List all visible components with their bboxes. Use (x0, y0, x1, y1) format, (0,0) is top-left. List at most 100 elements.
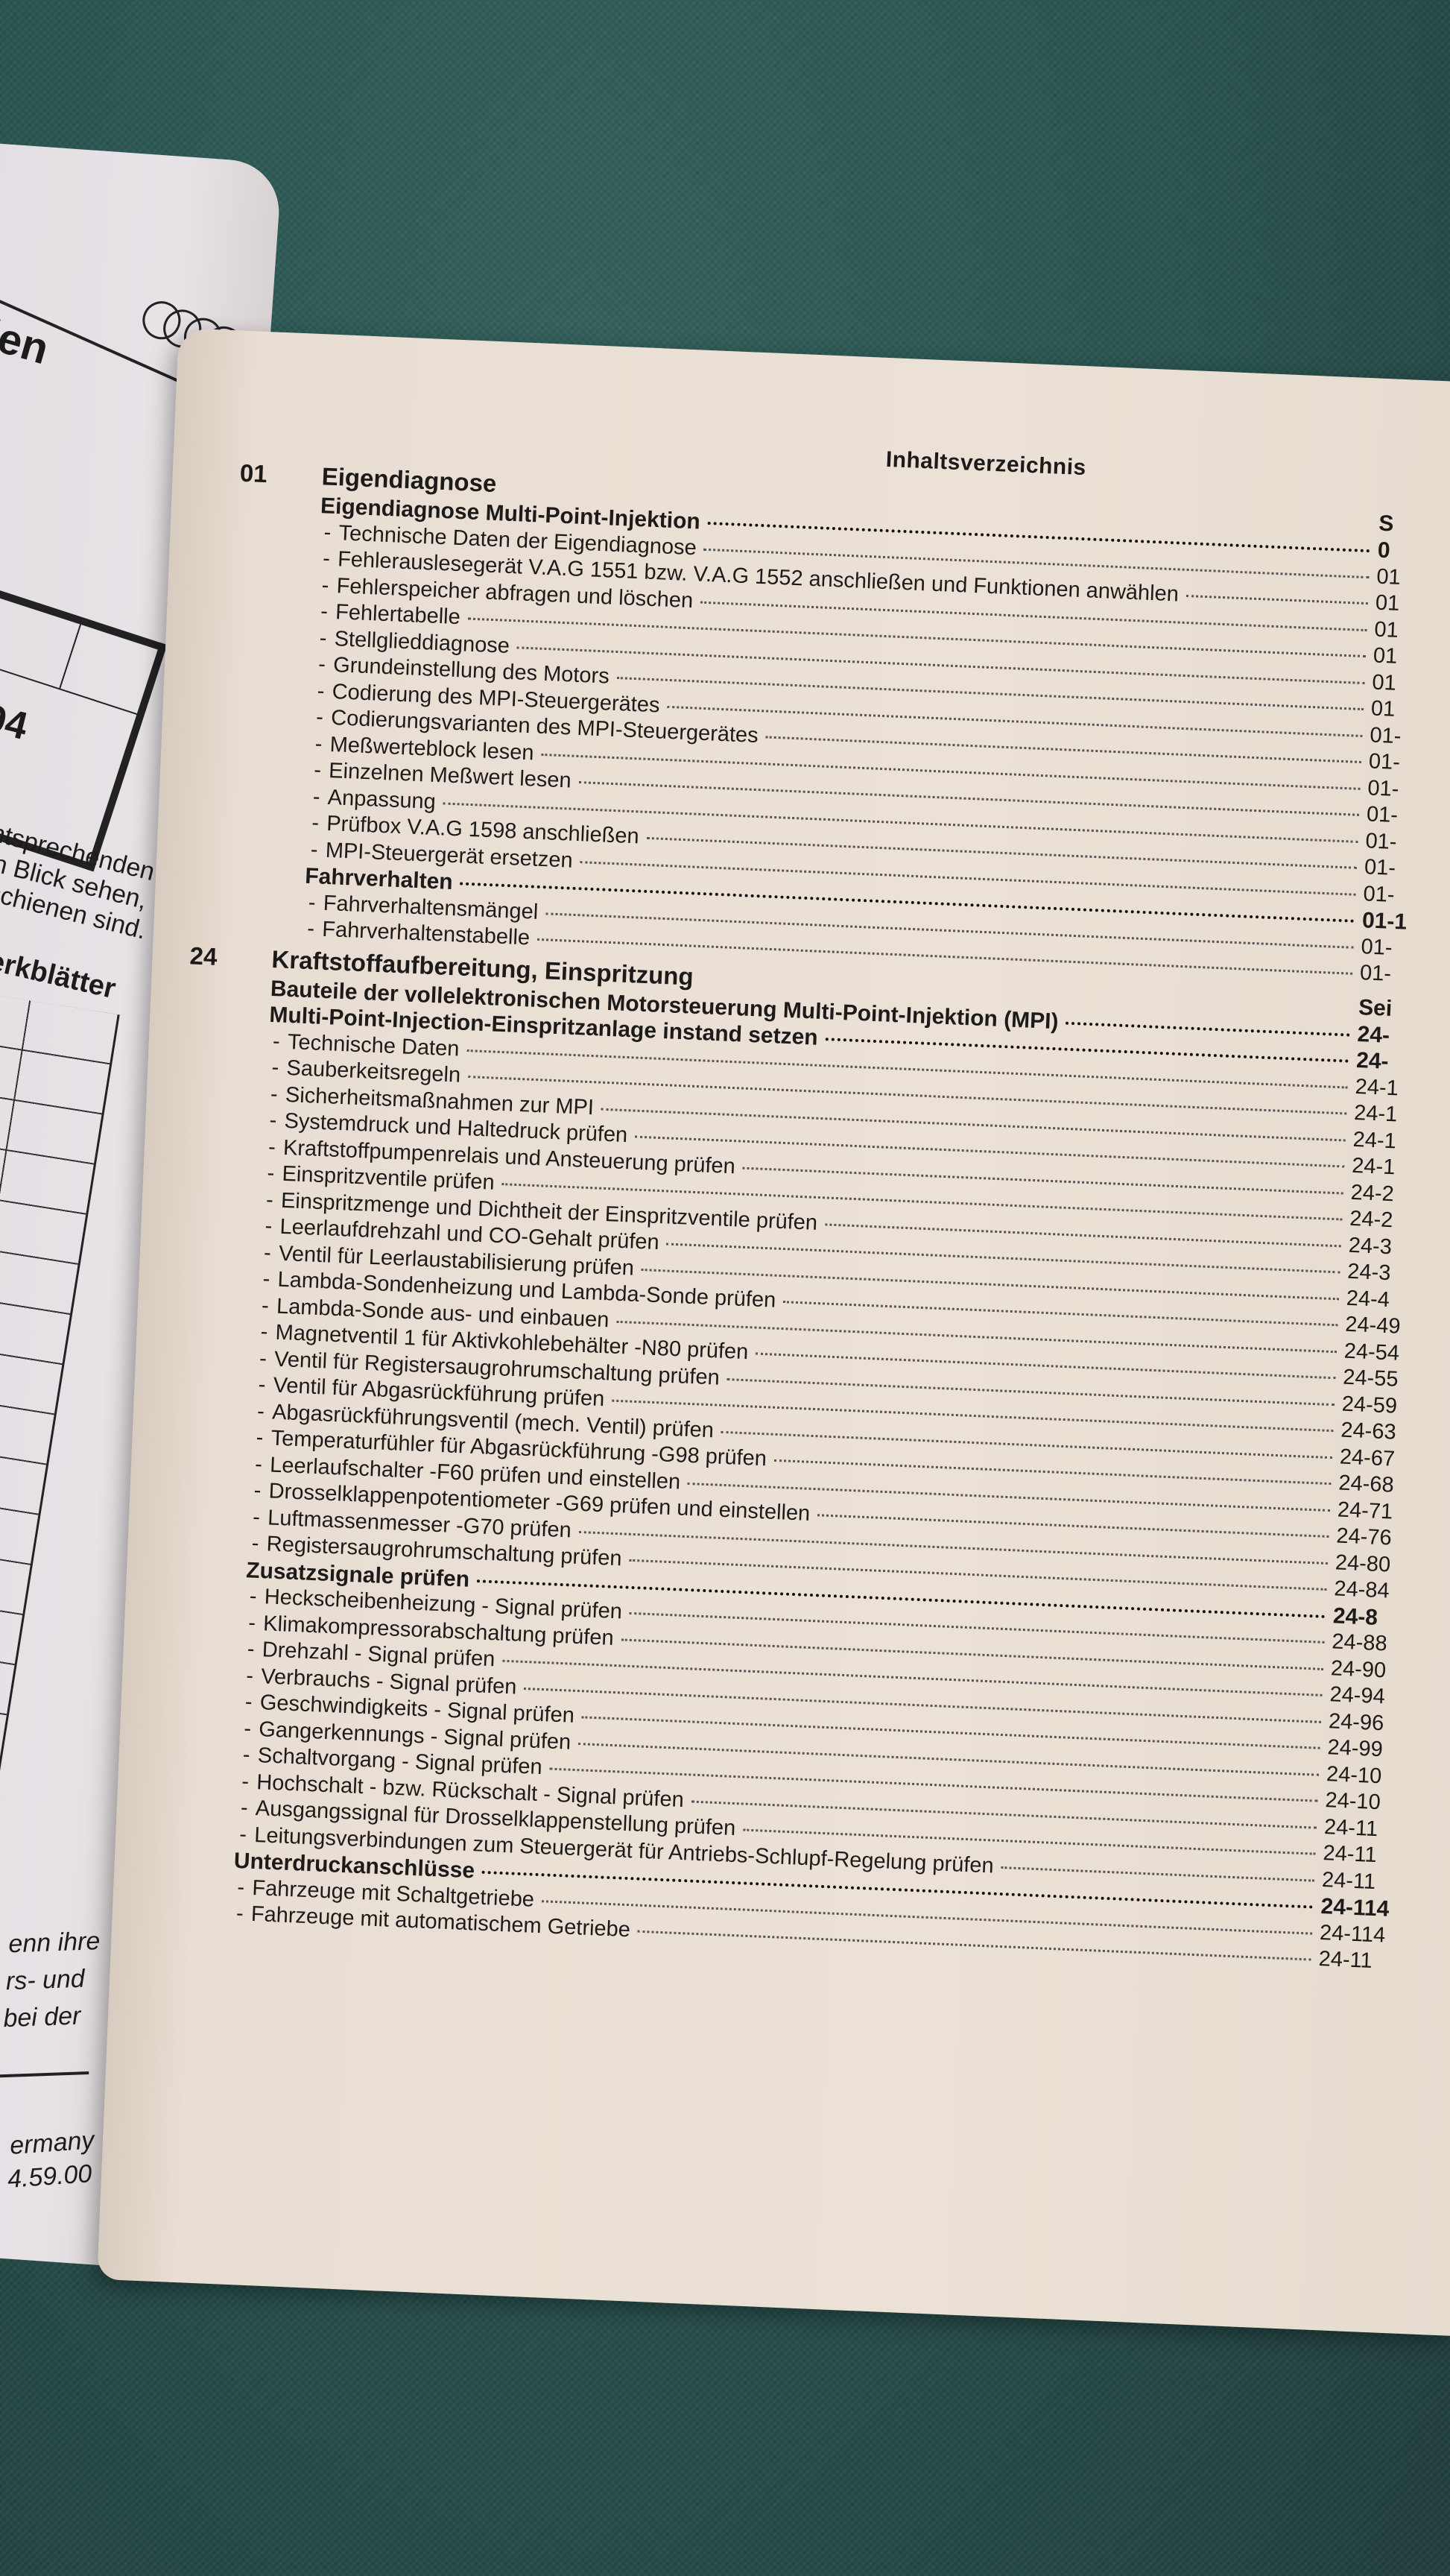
dash-bullet: - (245, 1663, 254, 1688)
page-number: 24-63 (1340, 1418, 1397, 1445)
dash-bullet: - (310, 837, 319, 862)
dash-bullet: - (243, 1716, 252, 1741)
dash-bullet: - (258, 1372, 267, 1398)
page-number: 24-3 (1346, 1259, 1392, 1286)
page-number: 24-4 (1346, 1286, 1390, 1312)
dash-bullet: - (242, 1743, 251, 1767)
dash-bullet: - (235, 1901, 244, 1926)
dash-bullet: - (264, 1213, 273, 1239)
dash-bullet: - (267, 1134, 276, 1159)
seite-label: S (1378, 511, 1395, 537)
page-number: 24-71 (1337, 1497, 1393, 1524)
page-number: 24-68 (1337, 1471, 1395, 1497)
page-number: 24-76 (1335, 1524, 1393, 1550)
dash-bullet: - (252, 1505, 261, 1530)
page-number: 01 (1373, 643, 1398, 669)
dash-bullet: - (270, 1055, 279, 1080)
page-number: 24-11 (1322, 1841, 1378, 1868)
page-number: 24-3 (1348, 1233, 1393, 1259)
dot-leader (1001, 1866, 1315, 1882)
page-number: 01- (1369, 722, 1402, 748)
page-number: 24-99 (1326, 1735, 1384, 1762)
dash-bullet: - (306, 916, 315, 941)
page-number: 24-1 (1355, 1074, 1399, 1100)
dash-bullet: - (312, 784, 321, 809)
dash-bullet: - (270, 1082, 279, 1106)
dash-bullet: - (249, 1584, 258, 1609)
page-number: 24-94 (1329, 1682, 1386, 1709)
left-page-title: len (0, 309, 54, 374)
dash-bullet: - (317, 678, 326, 704)
dot-leader (1185, 594, 1368, 605)
toc-entry-text: Fehlertabelle (335, 600, 461, 630)
toc-entry-label: - Anpassung (308, 784, 436, 814)
dash-bullet: - (321, 572, 330, 598)
dash-bullet: - (244, 1690, 253, 1714)
page-number: 01 (1375, 590, 1400, 616)
page-number: 24-49 (1344, 1312, 1402, 1339)
page-number: 24-84 (1333, 1576, 1390, 1603)
page-number: 0 (1377, 537, 1391, 564)
page-number: 01- (1367, 775, 1400, 801)
page-number: 24-88 (1331, 1629, 1388, 1656)
page-number: 01 (1375, 564, 1402, 590)
dash-bullet: - (247, 1637, 256, 1661)
left-text-line: rs- und (5, 1964, 86, 1996)
dash-bullet: - (320, 599, 329, 624)
page-number: 01- (1359, 961, 1392, 986)
box-divider (59, 624, 82, 689)
page-number: 24- (1357, 1021, 1390, 1048)
dash-bullet: - (238, 1822, 247, 1847)
page-number: 24-10 (1324, 1788, 1381, 1815)
page-number: 24-67 (1339, 1445, 1396, 1471)
dash-bullet: - (256, 1399, 265, 1424)
dash-bullet: - (266, 1161, 275, 1186)
dash-bullet: - (241, 1769, 250, 1794)
page-number: 01 (1373, 617, 1399, 643)
page-number: 24-80 (1335, 1550, 1391, 1577)
page-number: 01-1 (1361, 908, 1408, 935)
page-number: 01- (1360, 934, 1393, 960)
page-number: 24-114 (1320, 1894, 1390, 1922)
page-number: 01 (1371, 669, 1397, 695)
dash-bullet: - (236, 1875, 245, 1900)
dash-bullet: - (319, 625, 328, 651)
page-number: 01- (1368, 749, 1401, 775)
page-number: 24-11 (1318, 1946, 1373, 1973)
dot-leader (1066, 1021, 1350, 1037)
page-number: 24-90 (1330, 1655, 1387, 1682)
page-number: 24-2 (1350, 1180, 1395, 1206)
footer-line: 4.59.00 (6, 2159, 93, 2194)
merkblaetter-table (0, 982, 120, 1921)
chapter-number: 24 (189, 941, 218, 970)
dash-bullet: - (251, 1531, 260, 1556)
page-number: 24- (1355, 1048, 1390, 1074)
dash-bullet: - (311, 811, 320, 836)
page-number: 24-96 (1328, 1708, 1384, 1735)
dash-bullet: - (260, 1319, 269, 1345)
dash-bullet: - (315, 705, 324, 730)
dash-bullet: - (261, 1293, 270, 1318)
page-number: 24-1 (1353, 1100, 1398, 1127)
page-number: 24-114 (1319, 1920, 1386, 1948)
page-number: 01- (1366, 802, 1399, 828)
dash-bullet: - (240, 1796, 249, 1820)
page-number: 24-54 (1343, 1339, 1400, 1366)
right-page: Inhaltsverzeichnis 01 Eigendiagnose S Eigen… (97, 328, 1450, 2336)
toc-entry-text: Anpassung (327, 785, 437, 814)
page-number: 24-2 (1349, 1206, 1394, 1233)
dash-bullet: - (256, 1425, 265, 1450)
toc-entry-label: - Fehlertabelle (316, 599, 461, 630)
page-number: 24-11 (1321, 1867, 1376, 1894)
table-heading: he Merkblätter (0, 931, 119, 1006)
dash-bullet: - (317, 652, 326, 677)
dash-bullet: - (313, 758, 322, 783)
dash-bullet: - (259, 1346, 267, 1371)
page-number: 01- (1364, 855, 1396, 881)
dash-bullet: - (265, 1187, 274, 1212)
seite-label: Sei (1358, 994, 1393, 1021)
page-number: 24-59 (1341, 1392, 1398, 1418)
page-number: 01 (1370, 696, 1396, 722)
table-of-contents: Inhaltsverzeichnis 01 Eigendiagnose S Eigen… (189, 423, 1450, 1977)
dash-bullet: - (263, 1240, 272, 1265)
